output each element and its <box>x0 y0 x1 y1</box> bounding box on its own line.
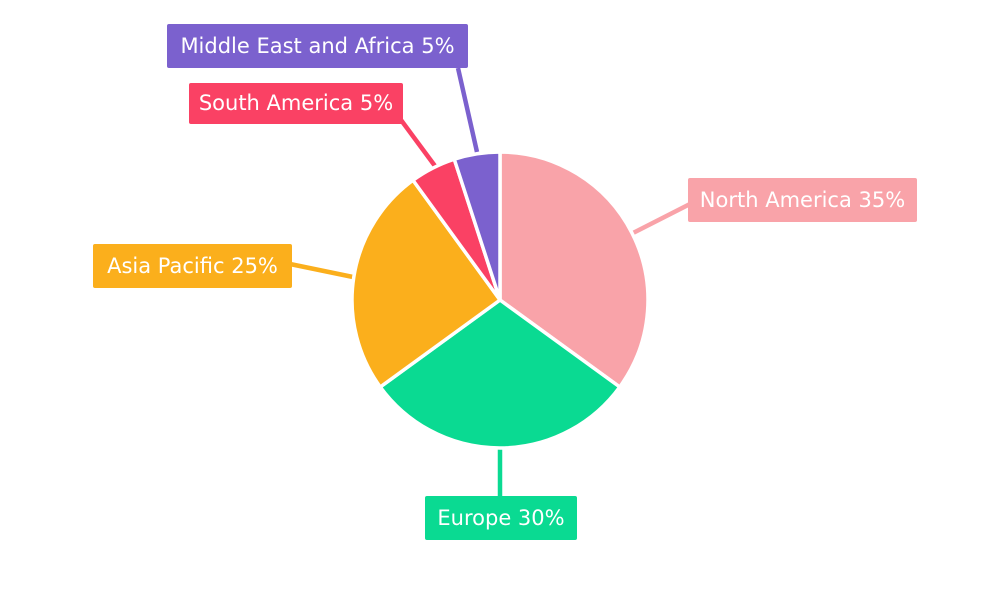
pie-slice-asia-pacific[interactable] <box>350 178 502 389</box>
leader-line-north-america <box>631 201 692 236</box>
leader-line-middle-east-and-africa <box>455 67 480 153</box>
leader-lines-group <box>289 67 692 497</box>
pie-slice-europe[interactable] <box>378 298 622 450</box>
pie-slice-middle-east-and-africa[interactable] <box>452 150 502 302</box>
pie-slices-group <box>350 150 650 450</box>
pie-callout-europe: Europe 30% <box>425 496 577 540</box>
pie-callout-north-america: North America 35% <box>688 178 917 222</box>
leader-line-asia-pacific <box>289 261 354 280</box>
leader-line-south-america <box>399 118 437 168</box>
pie-slice-north-america[interactable] <box>498 150 650 389</box>
pie-callout-south-america: South America 5% <box>189 83 403 124</box>
pie-callout-middle-east-and-africa: Middle East and Africa 5% <box>167 24 468 68</box>
pie-callout-asia-pacific: Asia Pacific 25% <box>93 244 292 288</box>
